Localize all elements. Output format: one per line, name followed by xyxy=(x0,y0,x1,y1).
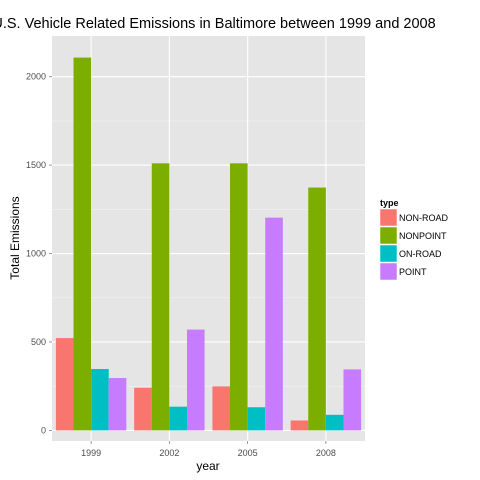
y-tick-label: 0 xyxy=(41,425,46,435)
bars xyxy=(55,57,362,431)
bar-point-2008 xyxy=(343,369,362,431)
legend-key-non-road xyxy=(379,208,398,227)
bar-on-road-2005 xyxy=(247,407,266,431)
bar-non-road-2005 xyxy=(212,386,231,431)
bar-non-road-1999 xyxy=(55,338,74,431)
legend-label-point: POINT xyxy=(399,267,427,277)
legend-key-on-road xyxy=(379,244,398,263)
bar-point-1999 xyxy=(108,378,127,431)
bar-nonpoint-1999 xyxy=(73,57,92,431)
legend-label-on-road: ON-ROAD xyxy=(399,249,442,259)
legend-title: type xyxy=(380,198,399,208)
legend: type NON-ROAD NONPOINT ON-ROAD POINT xyxy=(379,198,448,281)
y-tick-label: 1000 xyxy=(26,249,46,259)
bar-on-road-2002 xyxy=(169,406,187,431)
x-tick-label: 2002 xyxy=(159,448,179,458)
bar-nonpoint-2002 xyxy=(151,163,170,431)
y-tick-label: 500 xyxy=(31,337,46,347)
bar-point-2002 xyxy=(186,329,205,431)
x-axis-ticks: 1999 2002 2005 2008 xyxy=(81,441,336,458)
legend-key-point xyxy=(379,262,398,281)
x-tick-label: 1999 xyxy=(81,448,101,458)
legend-items: NON-ROAD NONPOINT ON-ROAD POINT xyxy=(379,208,448,281)
bar-non-road-2008 xyxy=(290,420,309,431)
bar-point-2005 xyxy=(265,217,283,431)
x-tick-label: 2005 xyxy=(238,448,258,458)
x-tick-label: 2008 xyxy=(316,448,336,458)
bar-on-road-1999 xyxy=(91,369,109,431)
x-axis-title: year xyxy=(196,459,219,473)
legend-key-nonpoint xyxy=(379,226,398,245)
y-tick-label: 2000 xyxy=(26,72,46,82)
y-axis-title: Total Emissions xyxy=(8,196,22,279)
y-axis-ticks: 0 500 1000 1500 2000 xyxy=(26,72,52,435)
y-tick-label: 1500 xyxy=(26,160,46,170)
legend-label-non-road: NON-ROAD xyxy=(399,213,448,223)
legend-label-nonpoint: NONPOINT xyxy=(399,231,447,241)
bar-nonpoint-2005 xyxy=(230,163,248,431)
bar-non-road-2002 xyxy=(134,387,152,431)
bar-nonpoint-2008 xyxy=(308,187,326,431)
chart-title: U.S. Vehicle Related Emissions in Baltim… xyxy=(0,16,436,32)
bar-on-road-2008 xyxy=(325,414,344,431)
